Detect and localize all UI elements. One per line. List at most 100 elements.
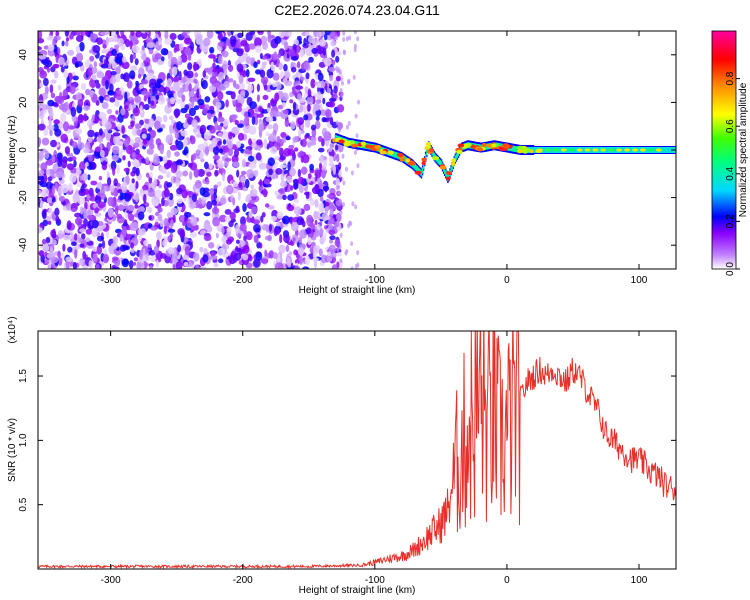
noise-blob [98, 87, 106, 97]
noise-blob [308, 56, 314, 63]
noise-blob [121, 182, 127, 188]
noise-blob [322, 97, 326, 105]
snr-axes: -300 -200 -100 0 100 0.5 1.0 1.5 [18, 331, 676, 586]
noise-blob [149, 171, 153, 178]
noise-blob [310, 241, 316, 247]
noise-blob [175, 98, 183, 104]
signal-core [551, 147, 554, 153]
noise-blob [52, 185, 56, 195]
noise-blob [57, 84, 62, 91]
noise-blob [190, 231, 197, 238]
noise-blob [112, 266, 120, 269]
spectrogram-y-tick-label: 20 [18, 96, 29, 108]
noise-blob [305, 46, 314, 57]
noise-blob [287, 194, 294, 201]
noise-blob [352, 74, 356, 80]
noise-blob [83, 147, 90, 154]
noise-blob [40, 162, 48, 171]
noise-blob [350, 241, 354, 247]
noise-blob [45, 159, 54, 166]
noise-blob [159, 219, 164, 228]
noise-blob [157, 175, 164, 180]
signal-core [379, 146, 381, 153]
noise-blob [209, 187, 215, 196]
signal-core [589, 147, 592, 153]
noise-blob [253, 258, 261, 268]
noise-blob [292, 179, 299, 184]
noise-blob [328, 155, 334, 164]
noise-blob [272, 82, 277, 88]
noise-blob [38, 60, 41, 67]
noise-blob [125, 245, 130, 251]
noise-blob [69, 173, 77, 183]
noise-blob [143, 137, 148, 145]
noise-blob [290, 121, 296, 130]
signal-core [582, 147, 584, 153]
noise-blob [236, 169, 240, 178]
noise-blob [208, 242, 215, 249]
noise-blob [306, 96, 314, 106]
noise-blob [110, 160, 117, 171]
noise-blob [303, 203, 311, 212]
noise-blob [323, 131, 332, 141]
noise-blob [85, 161, 89, 167]
noise-blob [40, 254, 46, 263]
noise-blob [288, 167, 296, 177]
noise-blob [139, 83, 144, 89]
noise-blob [270, 173, 277, 179]
noise-blob [199, 246, 204, 253]
noise-blob [263, 138, 268, 149]
noise-blob [91, 229, 99, 238]
noise-blob [274, 262, 283, 269]
noise-blob [305, 227, 312, 235]
signal-peak [405, 158, 410, 163]
noise-blob [44, 150, 50, 159]
signal-peak [407, 161, 416, 166]
noise-blob [254, 107, 260, 113]
noise-blob [112, 145, 120, 155]
noise-blob [72, 262, 77, 269]
signal-core [513, 145, 516, 152]
spectrogram-heatmap [38, 31, 676, 269]
noise-blob [309, 163, 314, 171]
noise-blob [251, 206, 258, 214]
noise-blob [167, 197, 174, 207]
noise-blob [256, 94, 260, 102]
noise-blob [217, 162, 224, 169]
noise-blob [121, 61, 130, 70]
noise-blob [163, 114, 168, 123]
spectrogram-x-tick-label: 100 [631, 275, 648, 286]
noise-blob [55, 31, 60, 37]
noise-blob [232, 181, 238, 188]
noise-blob [70, 106, 77, 117]
signal-peak [374, 144, 381, 149]
noise-blob [344, 250, 348, 256]
noise-blob [276, 195, 284, 200]
noise-blob [79, 41, 85, 52]
noise-blob [111, 154, 119, 162]
noise-blob [273, 228, 278, 237]
noise-blob [280, 132, 287, 138]
noise-blob [261, 109, 269, 114]
noise-blob [256, 83, 260, 92]
noise-blob [275, 222, 281, 227]
noise-blob [353, 31, 357, 35]
noise-blob [47, 99, 55, 107]
noise-blob [209, 85, 217, 93]
noise-blob [101, 163, 108, 171]
noise-blob [95, 227, 104, 232]
noise-blob [160, 124, 166, 129]
noise-blob [199, 187, 206, 196]
signal-peak [521, 145, 527, 150]
noise-blob [38, 31, 43, 40]
noise-blob [75, 217, 83, 226]
noise-blob [271, 99, 278, 104]
noise-blob [335, 213, 342, 221]
noise-blob [49, 128, 53, 137]
signal-core [543, 147, 545, 153]
noise-blob [178, 70, 182, 81]
noise-blob [211, 138, 218, 148]
noise-blob [206, 200, 213, 210]
noise-blob [50, 92, 56, 99]
noise-blob [167, 228, 176, 233]
